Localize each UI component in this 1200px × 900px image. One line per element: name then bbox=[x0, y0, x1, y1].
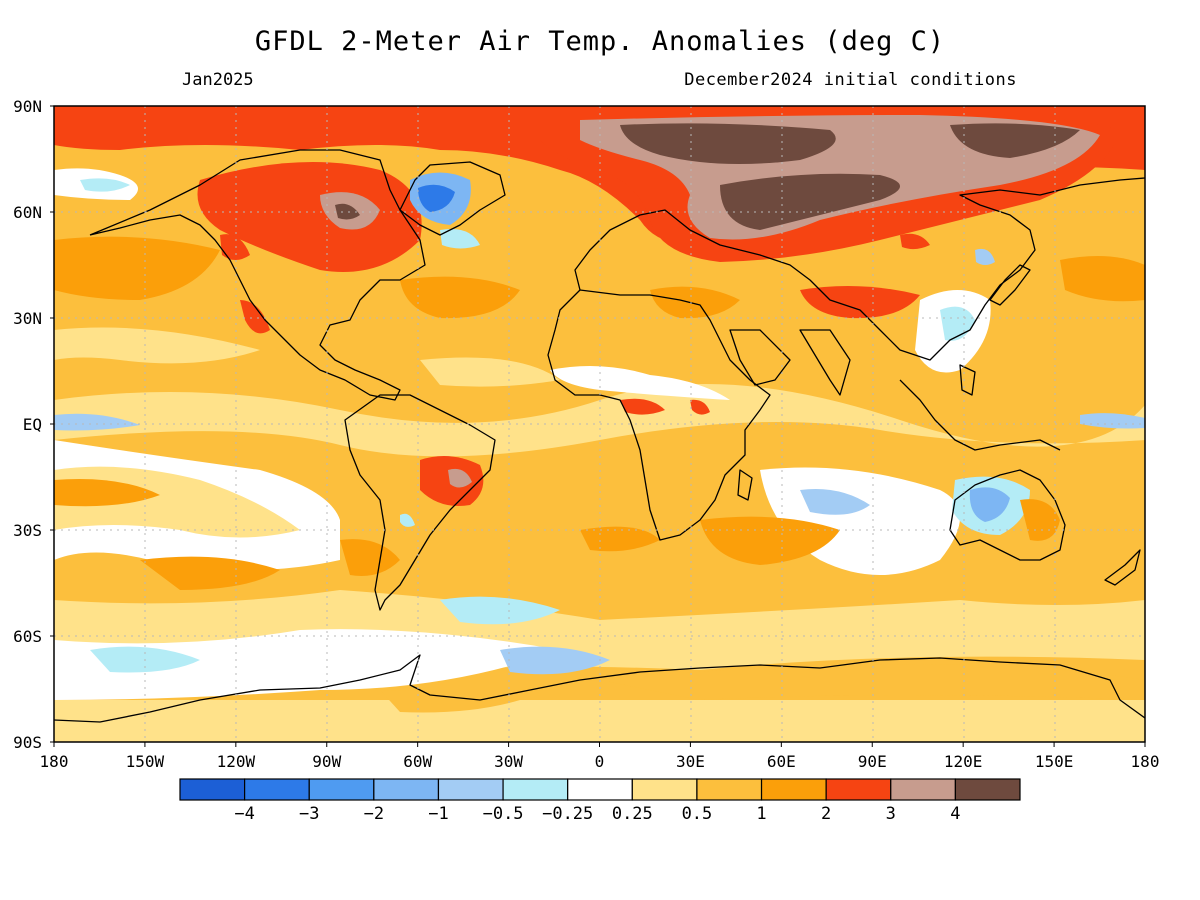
legend-label: 3 bbox=[886, 804, 896, 824]
legend-swatch bbox=[308, 778, 375, 801]
coastlines bbox=[53, 149, 1146, 723]
lon-label: 30E bbox=[676, 752, 705, 771]
lon-label: 150W bbox=[126, 752, 165, 771]
legend-swatch bbox=[373, 778, 440, 801]
lat-label: 90N bbox=[13, 97, 42, 116]
valid-month-label: Jan2025 bbox=[182, 70, 254, 90]
legend-swatch bbox=[437, 778, 504, 801]
lat-label: 90S bbox=[13, 733, 42, 752]
lon-label: 120W bbox=[217, 752, 256, 771]
legend-label: 4 bbox=[950, 804, 960, 824]
graticule bbox=[54, 106, 1145, 742]
lat-label: 60S bbox=[13, 627, 42, 646]
legend-label: 0.25 bbox=[612, 804, 653, 824]
legend-swatch bbox=[825, 778, 892, 801]
map-field bbox=[54, 106, 1145, 742]
legend-swatch bbox=[631, 778, 698, 801]
lon-label: 150E bbox=[1035, 752, 1074, 771]
legend-label: 1 bbox=[756, 804, 766, 824]
lon-label: 60E bbox=[767, 752, 796, 771]
legend-label: −2 bbox=[364, 804, 384, 824]
lon-label: 180 bbox=[1131, 752, 1160, 771]
lon-label: 0 bbox=[595, 752, 605, 771]
legend-swatch bbox=[567, 778, 633, 801]
legend-swatch bbox=[244, 778, 310, 801]
lon-label: 120E bbox=[944, 752, 983, 771]
legend-swatch bbox=[502, 778, 569, 801]
legend-label: −0.25 bbox=[542, 804, 593, 824]
legend-label: −3 bbox=[299, 804, 319, 824]
lon-label: 90E bbox=[858, 752, 887, 771]
legend-label: 0.5 bbox=[682, 804, 713, 824]
legend-label: 2 bbox=[821, 804, 831, 824]
latitude-labels: 90N 60N 30N EQ 30S 60S 90S bbox=[13, 97, 54, 752]
lon-label: 60W bbox=[403, 752, 432, 771]
lat-label: 30N bbox=[13, 309, 42, 328]
legend-swatch bbox=[179, 778, 246, 801]
lon-label: 90W bbox=[312, 752, 341, 771]
lat-label: 30S bbox=[13, 521, 42, 540]
longitude-labels: 180 150W 120W 90W 60W 30W 0 30E 60E 90E 120E 150E 18… bbox=[40, 742, 1160, 771]
lat-label: 60N bbox=[13, 203, 42, 222]
color-legend: −4 −3 −2 −1 −0.5 −0.25 0.25 0.5 1 2 3 4 bbox=[179, 778, 1021, 824]
map-title: GFDL 2-Meter Air Temp. Anomalies (deg C) bbox=[254, 26, 946, 57]
legend-swatch bbox=[696, 778, 763, 801]
lat-label: EQ bbox=[23, 415, 42, 434]
legend-label: −4 bbox=[234, 804, 254, 824]
initial-conditions-label: December2024 initial conditions bbox=[684, 70, 1017, 90]
legend-swatch bbox=[954, 778, 1021, 801]
lon-label: 30W bbox=[494, 752, 523, 771]
legend-label: −0.5 bbox=[483, 804, 524, 824]
lon-label: 180 bbox=[40, 752, 69, 771]
legend-swatch bbox=[890, 778, 956, 801]
legend-label: −1 bbox=[428, 804, 448, 824]
legend-swatch bbox=[760, 778, 827, 801]
